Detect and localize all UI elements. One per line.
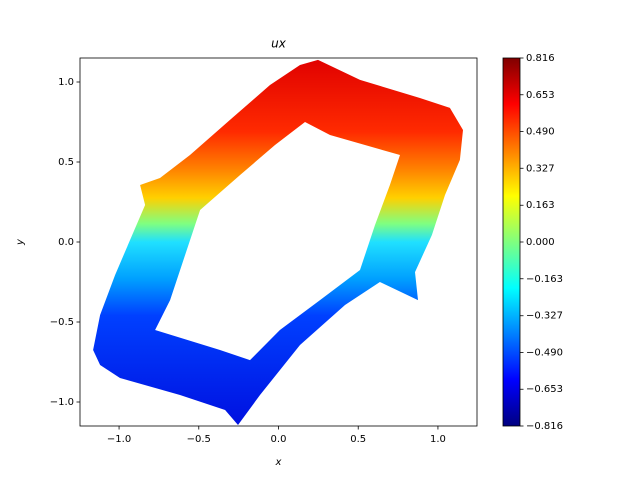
x-tick-label: 0.5 [350, 434, 366, 445]
colorbar-tick-label: 0.163 [526, 200, 555, 211]
colorbar-tick-label: −0.816 [526, 421, 563, 432]
x-tick-label: 0.0 [271, 434, 287, 445]
colorbar-tick-label: −0.163 [526, 274, 563, 285]
colorbar-tick-label: 0.000 [526, 237, 555, 248]
colorbar-tick-label: −0.327 [526, 311, 563, 322]
colorbar-tick-label: 0.327 [526, 163, 555, 174]
x-tick-label: −1.0 [107, 434, 131, 445]
colorbar-tick-label: 0.490 [526, 127, 555, 138]
y-tick-label: −1.0 [50, 397, 74, 408]
colorbar-tick-label: 0.653 [526, 90, 555, 101]
colorbar-tick-label: 0.816 [526, 53, 555, 64]
chart-title: ux [271, 37, 287, 51]
colorbar-tick-label: −0.653 [526, 384, 563, 395]
field-region [93, 59, 463, 426]
x-axis-label: x [275, 457, 282, 468]
colorbar-tick-label: −0.490 [526, 347, 563, 358]
y-tick-label: −0.5 [50, 317, 74, 328]
x-tick-label: 1.0 [430, 434, 446, 445]
y-tick-label: 0.0 [58, 237, 74, 248]
y-tick-label: 0.5 [58, 157, 74, 168]
y-tick-label: 1.0 [58, 77, 74, 88]
colorbar [502, 57, 521, 427]
x-tick-label: −0.5 [187, 434, 211, 445]
y-axis-label: y [15, 238, 26, 246]
